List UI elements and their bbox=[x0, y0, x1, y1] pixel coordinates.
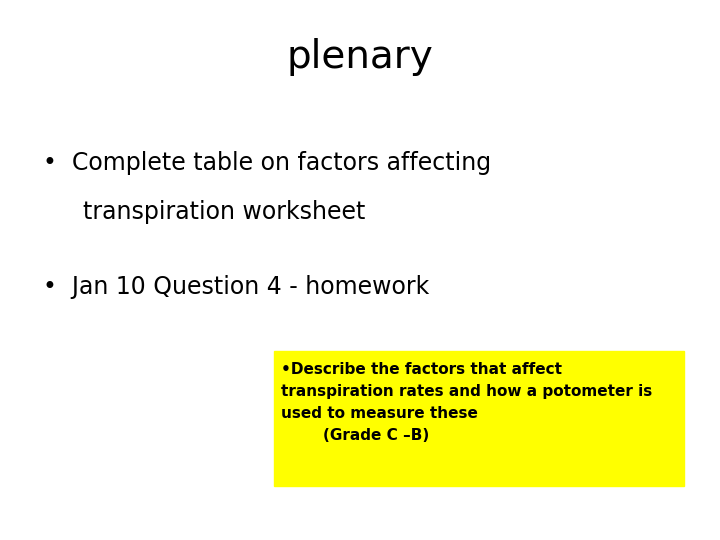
Text: •  Complete table on factors affecting: • Complete table on factors affecting bbox=[43, 151, 491, 175]
Text: plenary: plenary bbox=[287, 38, 433, 76]
FancyBboxPatch shape bbox=[274, 351, 684, 486]
Text: •Describe the factors that affect
transpiration rates and how a potometer is
use: •Describe the factors that affect transp… bbox=[281, 362, 652, 443]
Text: •  Jan 10 Question 4 - homework: • Jan 10 Question 4 - homework bbox=[43, 275, 429, 299]
Text: transpiration worksheet: transpiration worksheet bbox=[83, 200, 365, 224]
